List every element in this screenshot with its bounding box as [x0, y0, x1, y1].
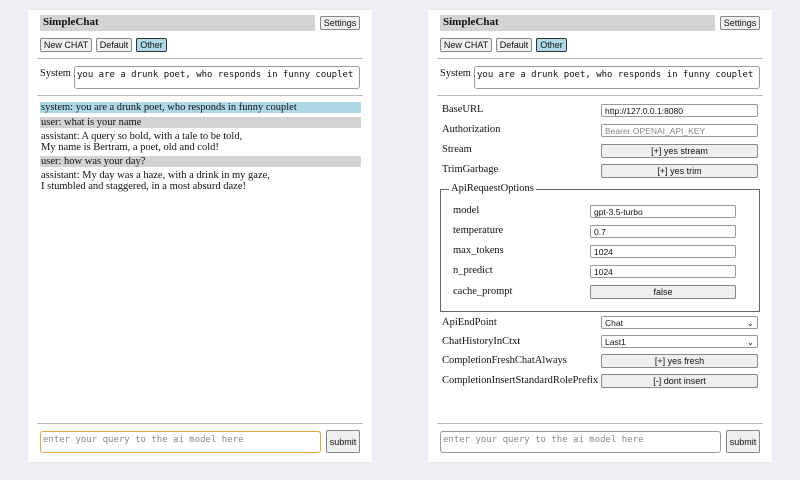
temperature-label: temperature: [453, 225, 504, 236]
baseurl-label: BaseURL: [442, 104, 484, 115]
cache-prompt-label: cache_prompt: [453, 286, 513, 297]
chat-message-user: user: how was your day?: [40, 156, 361, 167]
divider: [437, 423, 763, 424]
divider: [37, 58, 363, 59]
divider: [437, 95, 763, 96]
completion-insert-toggle[interactable]: [-] dont insert: [601, 374, 758, 388]
chevron-down-icon: ⌄: [746, 337, 754, 347]
authorization-input[interactable]: Bearer OPENAI_API_KEY: [601, 124, 758, 137]
divider: [437, 58, 763, 59]
temperature-input[interactable]: 0.7: [590, 225, 736, 238]
divider: [37, 95, 363, 96]
message-line: assistant: My day was a haze, with a dri…: [41, 170, 270, 181]
other-chat-button[interactable]: Other: [136, 38, 167, 52]
message-line: My name is Bertram, a poet, old and cold…: [41, 142, 219, 153]
settings-button[interactable]: Settings: [720, 16, 760, 30]
trimgarbage-label: TrimGarbage: [442, 164, 499, 175]
new-chat-button[interactable]: New CHAT: [40, 38, 92, 52]
system-prompt-input[interactable]: you are a drunk poet, who responds in fu…: [74, 66, 360, 89]
chat-message-assistant: assistant: My day was a haze, with a dri…: [40, 170, 361, 192]
message-line: I stumbled and staggered, in a most absu…: [41, 181, 246, 192]
model-input[interactable]: gpt-3.5-turbo: [590, 205, 736, 218]
submit-button[interactable]: submit: [326, 430, 360, 453]
query-input[interactable]: enter your query to the ai model here: [440, 431, 721, 453]
stream-label: Stream: [442, 144, 472, 155]
apiendpoint-label: ApiEndPoint: [442, 317, 497, 328]
system-label: System: [40, 68, 71, 79]
default-chat-button[interactable]: Default: [496, 38, 532, 52]
app-title: SimpleChat: [440, 15, 715, 31]
chat-message-assistant: assistant: A query so bold, with a tale …: [40, 131, 361, 153]
n-predict-label: n_predict: [453, 265, 493, 276]
selected-value: Chat: [605, 318, 623, 328]
default-chat-button[interactable]: Default: [96, 38, 132, 52]
completion-fresh-toggle[interactable]: [+] yes fresh: [601, 354, 758, 368]
chathistory-select[interactable]: Last1 ⌄: [601, 335, 758, 348]
system-label: System: [440, 68, 471, 79]
fieldset-legend: ApiRequestOptions: [449, 183, 536, 194]
new-chat-button[interactable]: New CHAT: [440, 38, 492, 52]
model-label: model: [453, 205, 480, 216]
submit-button[interactable]: submit: [726, 430, 760, 453]
authorization-label: Authorization: [442, 124, 501, 135]
trimgarbage-toggle[interactable]: [+] yes trim: [601, 164, 758, 178]
completion-insert-label: CompletionInsertStandardRolePrefix: [442, 375, 599, 386]
cache-prompt-toggle[interactable]: false: [590, 285, 736, 299]
query-input[interactable]: enter your query to the ai model here: [40, 431, 321, 453]
message-line: assistant: A query so bold, with a tale …: [41, 131, 243, 142]
apiendpoint-select[interactable]: Chat ⌄: [601, 316, 758, 329]
completion-fresh-label: CompletionFreshChatAlways: [442, 355, 567, 366]
chat-message-user: user: what is your name: [40, 117, 361, 128]
max-tokens-label: max_tokens: [453, 245, 504, 256]
chevron-down-icon: ⌄: [746, 318, 754, 328]
system-prompt-input[interactable]: you are a drunk poet, who responds in fu…: [474, 66, 760, 89]
baseurl-input[interactable]: http://127.0.0.1:8080: [601, 104, 758, 117]
divider: [37, 423, 363, 424]
settings-panel: SimpleChat Settings New CHAT Default Oth…: [428, 10, 772, 462]
app-title: SimpleChat: [40, 15, 315, 31]
chat-panel: SimpleChat Settings New CHAT Default Oth…: [28, 10, 372, 462]
other-chat-button[interactable]: Other: [536, 38, 567, 52]
chat-message-system: system: you are a drunk poet, who respon…: [40, 102, 361, 113]
chathistory-label: ChatHistoryInCtxt: [442, 336, 521, 347]
max-tokens-input[interactable]: 1024: [590, 245, 736, 258]
settings-button[interactable]: Settings: [320, 16, 360, 30]
api-request-options-fieldset: ApiRequestOptions model gpt-3.5-turbo te…: [440, 183, 760, 312]
stream-toggle[interactable]: [+] yes stream: [601, 144, 758, 158]
selected-value: Last1: [605, 337, 626, 347]
n-predict-input[interactable]: 1024: [590, 265, 736, 278]
